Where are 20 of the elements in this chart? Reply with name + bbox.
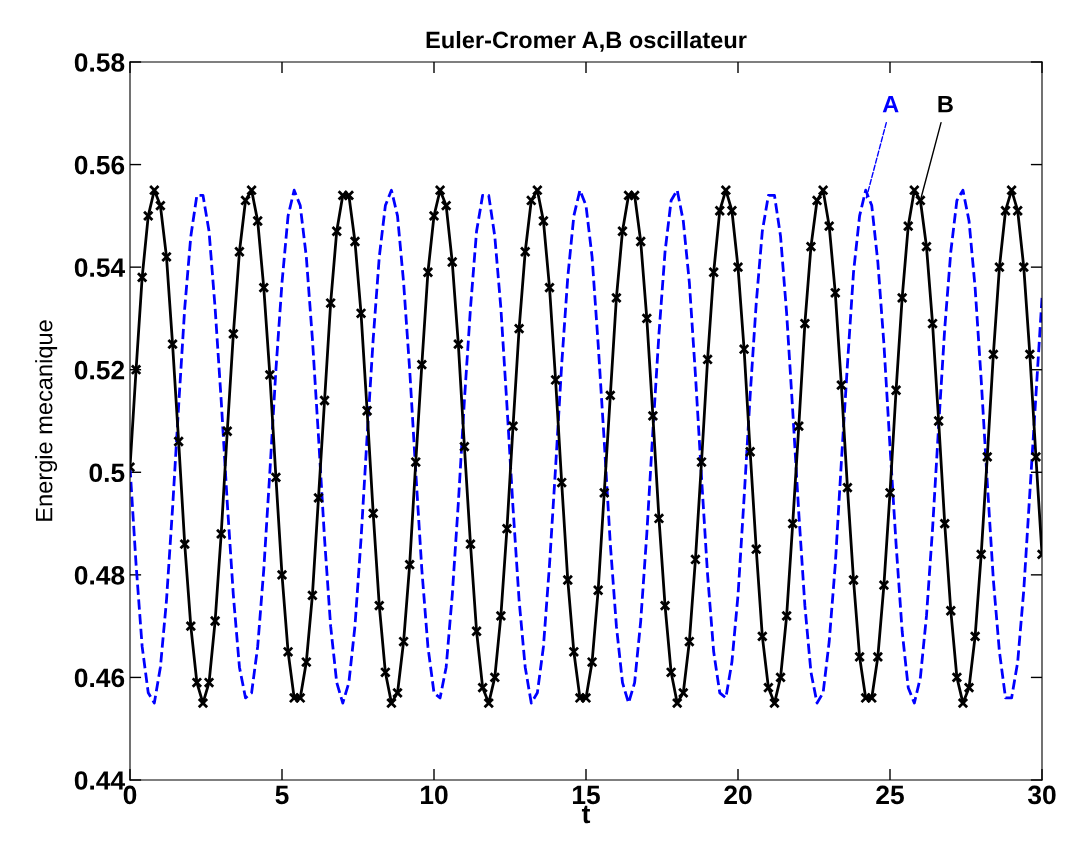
x-tick-label: 15: [572, 785, 600, 805]
y-tick-label: 0.48: [74, 565, 125, 585]
y-tick-label: 0.56: [74, 155, 125, 175]
chart-title: Euler-Cromer A,B oscillateur: [426, 31, 747, 52]
y-tick-label: 0.46: [74, 668, 125, 688]
x-axis-title: t: [581, 805, 591, 824]
y-axis-title: Energie mecanique: [35, 320, 58, 521]
x-tick-label: 5: [275, 785, 289, 805]
annotation: A: [882, 96, 899, 113]
x-tick-label: 20: [724, 785, 752, 805]
x-tick-label: 10: [420, 785, 448, 805]
y-tick-label: 0.52: [74, 360, 125, 380]
y-tick-label: 0.58: [74, 53, 125, 72]
y-tick-label: 0.44: [74, 771, 125, 790]
x-tick-label: 30: [1027, 785, 1056, 805]
annotation: B: [938, 96, 953, 113]
y-tick-label: 0.54: [74, 258, 125, 277]
x-tick-label: 0: [123, 785, 137, 805]
y-tick-label: 0.5: [89, 463, 125, 483]
x-tick-label: 25: [876, 785, 904, 805]
